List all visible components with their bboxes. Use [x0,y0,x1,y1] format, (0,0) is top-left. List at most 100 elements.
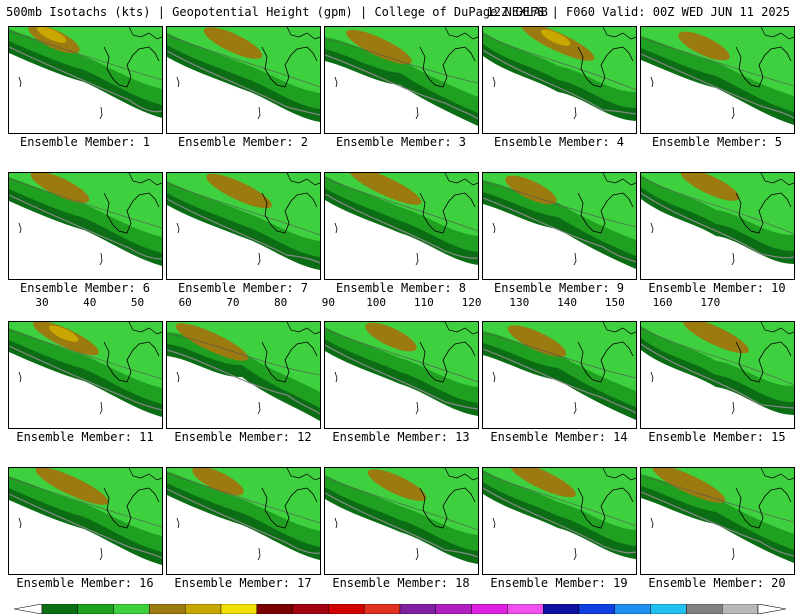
ensemble-member-label: Ensemble Member: 3 [335,135,467,149]
jet-core-60kt [30,173,90,203]
border-line [286,322,320,335]
coastline [731,252,735,266]
colorbar-swatch [543,604,580,614]
border-line [602,322,636,335]
isotach-map [641,173,794,279]
height-contour [641,53,794,119]
border-line [602,468,636,481]
coastline [103,341,160,383]
border-line [760,173,794,186]
height-contour [9,178,162,229]
isotach-map [325,27,478,133]
calm-region [167,215,277,279]
wind-band-50kt [325,173,478,236]
ensemble-member-label: Ensemble Member: 6 [19,281,151,295]
coastline [334,371,338,383]
ensemble-member-label: Ensemble Member: 12 [174,430,312,444]
calm-region [167,67,277,133]
wind-band-50kt [641,27,794,96]
colorbar-tick-label: 160 [652,296,673,309]
colorbar-tick-label: 70 [226,296,240,309]
colorbar-tick-label: 140 [557,296,577,309]
border-line [444,27,478,40]
colorbar-swatch [722,604,759,614]
border-line [444,173,478,186]
calm-region [9,362,119,428]
jet-core-60kt [35,468,109,505]
coastline [577,192,634,234]
ensemble-panel [482,321,637,429]
isotach-map [9,27,162,133]
height-contour [483,181,636,228]
isotach-map [9,322,162,428]
coastline [99,401,103,415]
ensemble-panel [640,172,795,280]
coastline [492,76,496,88]
colorbar-tick-label: 60 [178,296,192,309]
coastline [334,222,338,234]
coastline [492,371,496,383]
height-contour [9,493,162,559]
wind-band-50kt [325,468,478,535]
jet-core-60kt [367,469,427,501]
jet-core-60kt [175,323,249,361]
colorbar-tick-label: 170 [700,296,721,309]
colorbar-swatch [113,604,150,614]
jet-core-60kt [505,175,557,205]
coastline [18,517,22,529]
ensemble-panel [166,321,321,429]
coastline [415,252,419,266]
calm-region [641,508,751,574]
calm-region [325,509,435,574]
height-contour [641,37,794,87]
ensemble-member-label: Ensemble Member: 20 [648,576,786,590]
border-line [128,173,162,186]
coastline [176,222,180,234]
height-contour [167,34,320,88]
coastline [419,46,476,88]
colorbar-swatch [149,604,186,614]
coastline [573,547,577,561]
height-contour [483,348,636,414]
colorbar-tick-label: 150 [604,296,625,309]
height-contour [641,192,794,259]
height-contour [325,492,478,558]
height-contour [483,49,636,115]
jet-core-60kt [206,173,272,209]
jet-core-70kt [48,325,79,342]
height-contour [325,328,478,383]
colorbar-swatch [614,604,651,614]
jet-core-60kt [680,173,740,201]
height-contour [641,176,794,235]
isotach-map [641,468,794,574]
calm-region [641,360,751,428]
ensemble-panel [166,26,321,134]
coastline [577,341,634,383]
ensemble-panel [324,467,479,575]
jet-core-60kt [365,322,417,352]
colorbar-swatch [256,604,293,614]
coastline [731,106,735,120]
coastline [573,252,577,266]
calm-region [325,71,435,133]
coastline [176,517,180,529]
colorbar: 30 40 50 60 70 80 90 100 110 120 130 140 150 160 170 [0,296,800,614]
height-contour [167,182,320,236]
isotach-map [167,468,320,574]
ensemble-member-label: Ensemble Member: 16 [16,576,154,590]
colorbar-tick-label: 110 [413,296,434,309]
isotach-map [483,322,636,428]
coastline [573,401,577,415]
jet-core-60kt [346,29,412,65]
ensemble-member-label: Ensemble Member: 8 [335,281,467,295]
wind-band-50kt [167,173,320,241]
colorbar-tick-label: 130 [509,296,530,309]
ensemble-panel [324,26,479,134]
colorbar-tick-label: 80 [274,296,288,309]
height-contour [9,345,162,411]
coastline [99,106,103,120]
colorbar-tick-label: 90 [321,296,336,309]
coastline [334,76,338,88]
border-line [286,173,320,186]
coastline [103,487,160,529]
